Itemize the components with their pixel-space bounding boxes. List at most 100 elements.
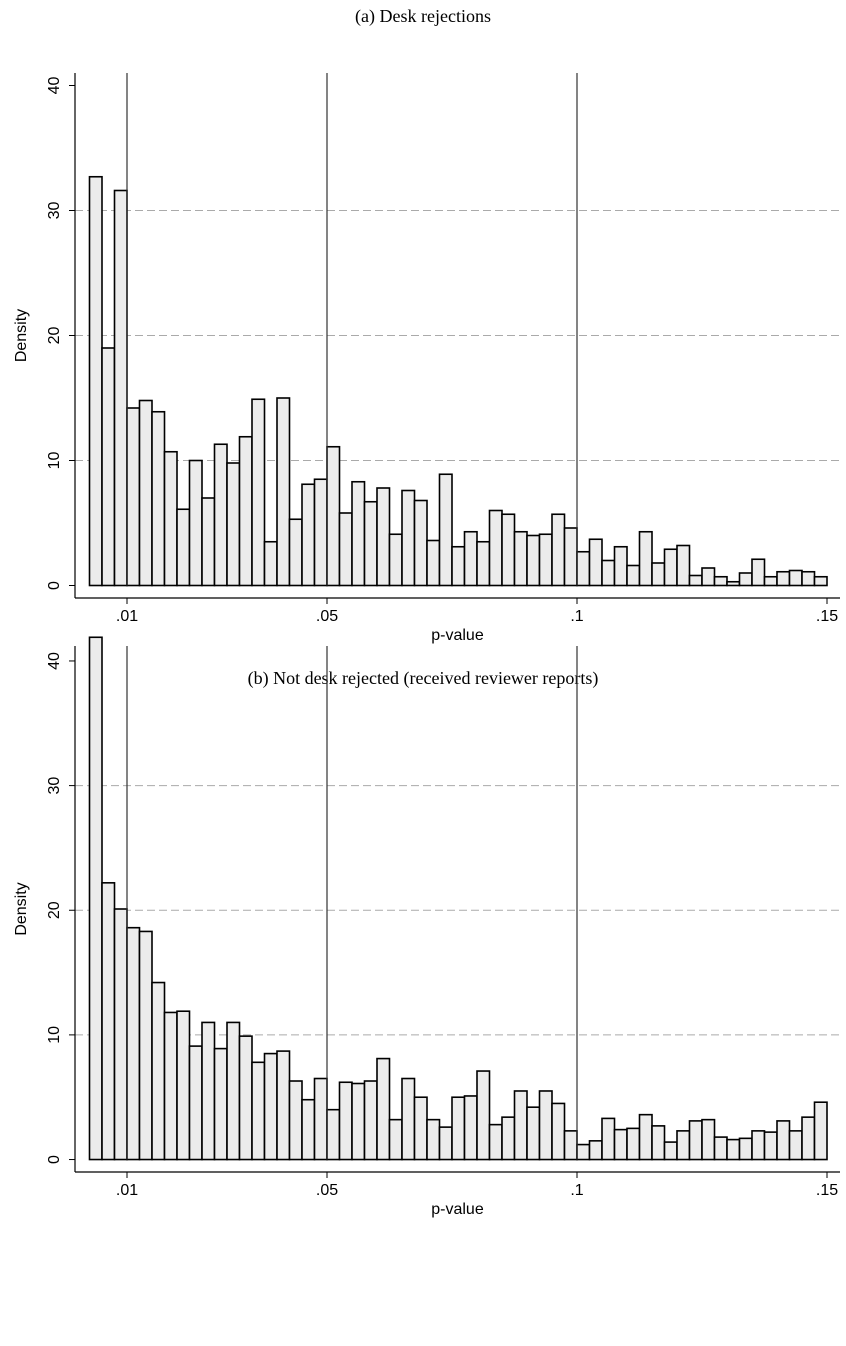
y-tick-label: 30 <box>46 202 63 220</box>
y-tick-label: 20 <box>46 901 63 919</box>
bar <box>126 407 141 587</box>
bar <box>551 513 566 587</box>
bar <box>726 580 741 587</box>
bar <box>501 513 516 587</box>
bar <box>738 572 753 587</box>
bar <box>651 1125 666 1161</box>
bar <box>651 562 666 587</box>
bar <box>813 575 828 587</box>
bar <box>488 1123 503 1161</box>
x-axis-label: p-value <box>431 627 484 644</box>
bar <box>801 1116 816 1161</box>
bar <box>776 570 791 587</box>
bar <box>138 399 153 587</box>
bar <box>201 1021 216 1161</box>
y-tick-label: 0 <box>46 1155 63 1164</box>
bar <box>588 1140 603 1161</box>
bar <box>538 1090 553 1161</box>
y-tick-label: 40 <box>46 77 63 95</box>
bar <box>263 540 278 587</box>
bar <box>88 636 103 1161</box>
bar <box>813 1101 828 1161</box>
bar <box>276 397 291 587</box>
y-tick-label: 10 <box>46 452 63 470</box>
bar <box>313 1077 328 1161</box>
y-axis-label: Density <box>13 882 30 935</box>
bar <box>288 518 303 587</box>
bar <box>326 445 341 587</box>
bar <box>126 926 141 1161</box>
bar <box>451 545 466 587</box>
bar <box>763 1131 778 1161</box>
bar <box>688 1120 703 1161</box>
bar <box>526 534 541 587</box>
bar <box>426 1118 441 1161</box>
bar <box>488 509 503 587</box>
bar <box>138 930 153 1161</box>
bar <box>438 473 453 587</box>
bar <box>563 1130 578 1161</box>
bar <box>338 512 353 587</box>
bar <box>388 533 403 587</box>
bar <box>676 544 691 587</box>
bar <box>301 1098 316 1161</box>
bar <box>263 1052 278 1161</box>
bar <box>163 450 178 587</box>
bar <box>363 500 378 587</box>
bar <box>101 347 116 587</box>
bar <box>438 1126 453 1161</box>
bar <box>251 1061 266 1161</box>
panel-title: (b) Not desk rejected (received reviewer… <box>248 668 599 689</box>
bar <box>176 1010 191 1161</box>
bar <box>588 538 603 587</box>
bar <box>526 1106 541 1161</box>
bar <box>426 539 441 587</box>
bar <box>463 1095 478 1161</box>
bar <box>351 480 366 587</box>
bar <box>376 487 391 587</box>
bar <box>751 558 766 587</box>
x-tick-label: .05 <box>316 1182 338 1199</box>
bar <box>413 499 428 587</box>
x-axis-label: p-value <box>431 1201 484 1218</box>
bar <box>351 1082 366 1161</box>
x-tick-label: .1 <box>570 1182 583 1199</box>
bar <box>751 1130 766 1161</box>
bar <box>313 478 328 587</box>
bar <box>113 908 128 1161</box>
bar <box>626 1127 641 1161</box>
panel-title: (a) Desk rejections <box>355 6 491 27</box>
y-tick-label: 30 <box>46 777 63 795</box>
bar <box>551 1102 566 1161</box>
bar <box>601 1117 616 1161</box>
bar <box>338 1081 353 1161</box>
bar <box>476 1070 491 1161</box>
bar <box>563 527 578 587</box>
bar <box>301 483 316 587</box>
y-tick-label: 0 <box>46 581 63 590</box>
bar <box>201 497 216 587</box>
bar <box>163 1011 178 1161</box>
bar <box>513 1090 528 1161</box>
bar <box>113 189 128 587</box>
y-tick-label: 40 <box>46 652 63 670</box>
bar <box>238 435 253 587</box>
x-tick-label: .1 <box>570 608 583 625</box>
y-tick-label: 10 <box>46 1026 63 1044</box>
bar <box>276 1050 291 1161</box>
bar <box>501 1116 516 1161</box>
bar <box>701 1118 716 1161</box>
bar <box>701 567 716 587</box>
bar <box>151 981 166 1161</box>
bar <box>801 570 816 587</box>
y-axis-label: Density <box>13 309 30 362</box>
bar <box>738 1137 753 1161</box>
x-tick-label: .01 <box>116 1182 138 1199</box>
bar <box>176 508 191 587</box>
bar <box>576 550 591 587</box>
bar <box>763 575 778 587</box>
bar <box>663 1141 678 1161</box>
x-tick-label: .15 <box>816 1182 838 1199</box>
bar <box>213 443 228 587</box>
